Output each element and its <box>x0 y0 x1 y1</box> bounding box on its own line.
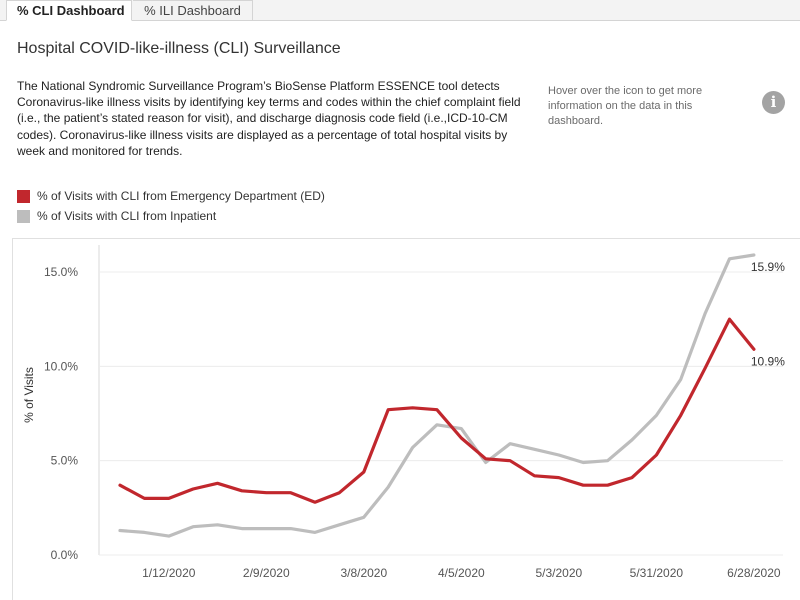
chart-legend: % of Visits with CLI from Emergency Depa… <box>17 186 325 226</box>
chart-frame <box>12 238 800 600</box>
x-tick-label: 5/31/2020 <box>630 566 684 580</box>
x-tick-label: 3/8/2020 <box>340 566 387 580</box>
tab-ili-dashboard[interactable]: % ILI Dashboard <box>133 0 253 21</box>
legend-item-ed[interactable]: % of Visits with CLI from Emergency Depa… <box>17 186 325 206</box>
x-tick-label: 5/3/2020 <box>535 566 582 580</box>
info-icon[interactable]: i <box>762 91 785 114</box>
y-tick-label: 15.0% <box>44 265 78 279</box>
series-line-ed <box>118 317 756 504</box>
y-tick-label: 0.0% <box>51 548 79 562</box>
y-axis-title: % of Visits <box>22 367 36 423</box>
x-tick-label: 2/9/2020 <box>243 566 290 580</box>
legend-item-inpatient[interactable]: % of Visits with CLI from Inpatient <box>17 206 325 226</box>
end-label-ed: 10.9% <box>751 354 785 368</box>
y-tick-label: 10.0% <box>44 359 78 373</box>
legend-swatch-ed <box>17 189 30 203</box>
y-tick-label: 5.0% <box>51 454 79 468</box>
page-title: Hospital COVID-like-illness (CLI) Survei… <box>17 40 341 57</box>
end-label-inpatient: 15.9% <box>751 260 785 274</box>
description-text: The National Syndromic Surveillance Prog… <box>17 79 521 158</box>
x-tick-label: 4/5/2020 <box>438 566 485 580</box>
legend-label-ed: % of Visits with CLI from Emergency Depa… <box>37 189 325 203</box>
x-tick-label: 6/28/2020 <box>727 566 781 580</box>
x-tick-label: 1/12/2020 <box>142 566 196 580</box>
series-line-inpatient <box>118 253 756 538</box>
tab-cli-dashboard[interactable]: % CLI Dashboard <box>6 0 132 21</box>
dashboard-tab-bar: % CLI Dashboard % ILI Dashboard <box>0 0 800 21</box>
legend-swatch-inpatient <box>17 209 30 223</box>
hover-note: Hover over the icon to get more informat… <box>548 85 703 127</box>
legend-label-inpatient: % of Visits with CLI from Inpatient <box>37 209 217 223</box>
